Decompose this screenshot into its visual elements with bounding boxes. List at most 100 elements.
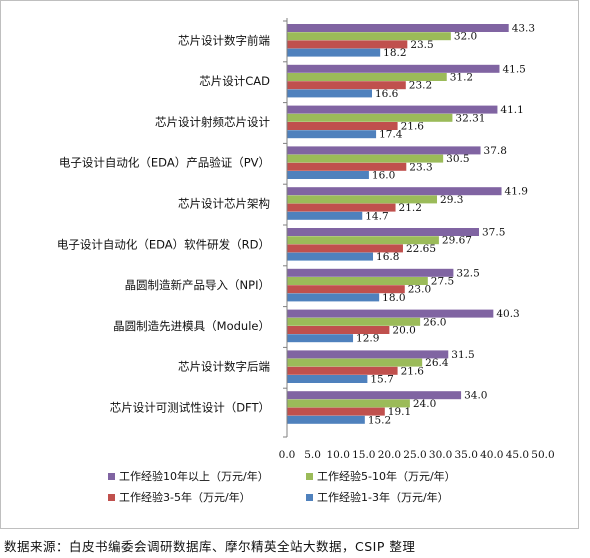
bar-series1-cat4 [287, 195, 438, 204]
data-label-series0-cat4: 41.9 [505, 186, 528, 198]
x-tick-label-1: 5.0 [304, 449, 321, 461]
x-tick-label-5: 25.0 [403, 449, 426, 461]
legend-label-3: 工作经验1-3年（万元/年） [317, 490, 449, 504]
data-label-series3-cat2: 17.4 [379, 129, 403, 141]
data-label-series1-cat8: 26.4 [425, 357, 449, 369]
legend-swatch-0 [108, 473, 115, 480]
data-label-series2-cat3: 23.3 [409, 161, 432, 173]
x-tick-label-10: 50.0 [531, 449, 554, 461]
chart-border [0, 0, 579, 529]
bar-series0-cat7 [287, 309, 494, 318]
bar-series2-cat0 [287, 40, 408, 49]
bar-series2-cat6 [287, 285, 405, 294]
bar-series1-cat3 [287, 154, 444, 163]
data-label-series3-cat4: 14.7 [365, 210, 388, 222]
data-label-series0-cat5: 37.5 [482, 227, 505, 239]
data-label-series2-cat8: 21.6 [401, 365, 425, 377]
data-label-series0-cat6: 32.5 [456, 267, 479, 279]
bar-series1-cat5 [287, 236, 439, 245]
data-label-series3-cat6: 18.0 [382, 292, 405, 304]
legend-swatch-2 [108, 494, 115, 501]
bar-series0-cat3 [287, 146, 481, 155]
x-tick-label-7: 35.0 [455, 449, 478, 461]
data-label-series0-cat9: 34.0 [464, 390, 487, 402]
bar-series3-cat4 [287, 211, 363, 220]
bar-series0-cat6 [287, 268, 454, 277]
x-tick-label-2: 10.0 [327, 449, 350, 461]
bar-series0-cat8 [287, 350, 449, 359]
bar-series1-cat8 [287, 358, 423, 367]
data-label-series2-cat7: 20.0 [392, 325, 415, 337]
bar-series0-cat1 [287, 64, 500, 73]
bar-series3-cat5 [287, 252, 374, 261]
category-label-0: 芯片设计数字前端 [178, 33, 270, 47]
bar-series2-cat2 [287, 122, 398, 130]
x-tick-label-0: 0.0 [279, 449, 296, 461]
data-label-series3-cat5: 16.8 [376, 251, 399, 263]
bar-series3-cat6 [287, 293, 380, 302]
bar-series3-cat0 [287, 48, 381, 57]
legend-label-2: 工作经验3-5年（万元/年） [119, 490, 251, 504]
data-label-series0-cat3: 37.8 [484, 145, 507, 157]
data-label-series2-cat2: 21.6 [401, 121, 425, 133]
category-label-2: 芯片设计射频芯片设计 [155, 115, 270, 129]
category-label-6: 晶圆制造新产品导入（NPI） [125, 278, 270, 292]
x-tick-label-4: 20.0 [378, 449, 401, 461]
legend-swatch-3 [306, 494, 313, 501]
data-label-series1-cat1: 31.2 [450, 72, 473, 84]
data-label-series1-cat0: 32.0 [454, 31, 477, 43]
x-tick-label-8: 40.0 [480, 449, 503, 461]
data-label-series3-cat0: 18.2 [383, 47, 406, 59]
x-tick-label-3: 15.0 [352, 449, 375, 461]
bar-series2-cat4 [287, 203, 396, 212]
bar-series3-cat3 [287, 171, 369, 179]
bar-series1-cat2 [287, 113, 453, 122]
data-label-series0-cat2: 41.1 [500, 104, 523, 116]
category-label-5: 电子设计自动化（EDA）软件研发（RD） [57, 237, 270, 251]
bar-series3-cat1 [287, 89, 372, 98]
bar-series1-cat9 [287, 399, 410, 408]
x-tick-label-9: 45.0 [506, 449, 529, 461]
source-note: 数据来源：白皮书编委会调研数据库、摩尔精英全站大数据，CSIP 整理 [4, 539, 416, 554]
bar-series3-cat9 [287, 415, 365, 424]
data-label-series3-cat7: 12.9 [356, 333, 379, 345]
category-label-9: 芯片设计可测试性设计（DFT） [110, 401, 270, 415]
data-label-series3-cat8: 15.7 [370, 374, 393, 386]
bar-series0-cat9 [287, 391, 462, 400]
bar-series0-cat2 [287, 105, 498, 114]
data-label-series1-cat9: 24.0 [413, 398, 436, 410]
data-label-series1-cat7: 26.0 [423, 316, 446, 328]
bar-series1-cat0 [287, 32, 451, 41]
bar-series2-cat9 [287, 407, 385, 416]
data-label-series1-cat6: 27.5 [431, 276, 454, 288]
data-label-series2-cat5: 22.65 [406, 243, 436, 255]
bar-series0-cat5 [287, 228, 479, 236]
data-label-series0-cat8: 31.5 [451, 349, 474, 361]
category-label-1: 芯片设计CAD [199, 74, 270, 88]
data-label-series0-cat1: 41.5 [502, 63, 525, 75]
bar-series3-cat7 [287, 334, 354, 343]
data-label-series0-cat7: 40.3 [496, 308, 519, 320]
data-label-series2-cat0: 23.5 [410, 39, 433, 51]
legend-swatch-1 [306, 473, 313, 480]
category-label-8: 芯片设计数字后端 [178, 360, 270, 374]
data-label-series2-cat6: 23.0 [408, 284, 431, 296]
bar-series3-cat8 [287, 375, 368, 383]
bar-series2-cat5 [287, 244, 403, 253]
bar-series2-cat8 [287, 366, 398, 375]
x-tick-label-6: 30.0 [429, 449, 452, 461]
data-label-series2-cat4: 21.2 [399, 202, 422, 214]
legend-label-1: 工作经验5-10年（万元/年） [317, 469, 456, 483]
data-label-series3-cat3: 16.0 [372, 170, 395, 182]
data-label-series1-cat3: 30.5 [446, 153, 469, 165]
bar-series3-cat2 [287, 130, 377, 139]
category-label-3: 电子设计自动化（EDA）产品验证（PV） [59, 156, 270, 170]
data-label-series1-cat5: 29.67 [442, 235, 472, 247]
data-label-series1-cat4: 29.3 [440, 194, 463, 206]
bar-series0-cat0 [287, 24, 509, 32]
bar-series0-cat4 [287, 187, 502, 196]
data-label-series2-cat9: 19.1 [388, 406, 411, 418]
bar-series1-cat7 [287, 317, 421, 326]
bar-series2-cat7 [287, 326, 390, 334]
